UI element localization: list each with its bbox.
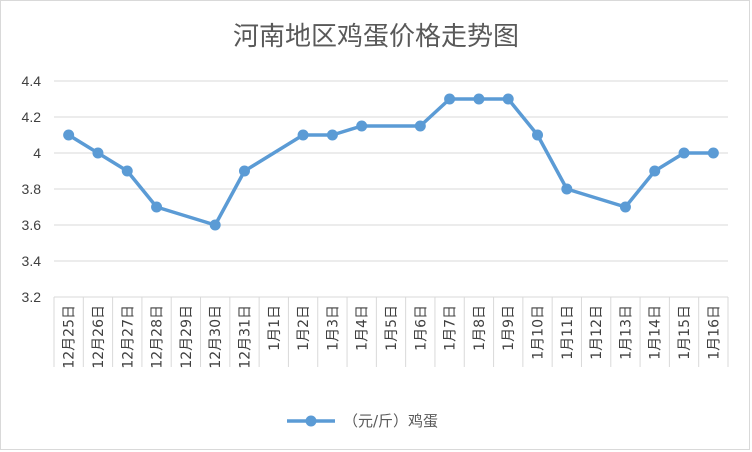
x-tick-label: 1月7日 [443, 305, 459, 351]
y-tick-label: 3.6 [22, 217, 42, 233]
x-tick-label: 12月27日 [120, 305, 136, 369]
legend-label: （元/斤）鸡蛋 [343, 412, 438, 430]
data-point [678, 147, 690, 159]
data-point [649, 165, 661, 177]
y-tick-label: 3.8 [22, 181, 42, 197]
x-axis-ticks: 12月25日 12月26日 12月27日 12月28日 12月29日 12月30日 12月3… [62, 305, 723, 369]
data-point [356, 120, 368, 132]
legend: （元/斤）鸡蛋 [287, 412, 438, 430]
data-point [297, 129, 309, 141]
x-tick-label: 12月25日 [62, 305, 78, 369]
x-tick-label: 12月29日 [179, 305, 195, 369]
x-tick-label: 1月10日 [531, 305, 547, 360]
data-point [619, 201, 631, 213]
x-tick-label: 1月11日 [560, 305, 576, 360]
data-point [63, 129, 75, 141]
x-tick-label: 12月28日 [150, 305, 166, 369]
x-tick-label: 1月2日 [296, 305, 312, 351]
data-point [502, 93, 514, 105]
x-tick-label: 12月26日 [91, 305, 107, 369]
x-tick-label: 1月4日 [355, 305, 371, 351]
data-point [92, 147, 104, 159]
y-tick-label: 3.2 [22, 289, 42, 305]
data-point [414, 120, 426, 132]
x-tick-label: 1月9日 [501, 305, 517, 351]
x-tick-label: 1月12日 [589, 305, 605, 360]
y-tick-label: 4.4 [22, 73, 42, 89]
x-tick-label: 1月6日 [413, 305, 429, 351]
x-tick-label: 12月31日 [237, 305, 253, 369]
data-point [209, 219, 221, 231]
y-axis-ticks: 3.2 3.4 3.6 3.8 4 4.2 4.4 [22, 73, 42, 305]
y-tick-label: 4 [33, 145, 41, 161]
data-point [326, 129, 338, 141]
x-tick-label: 1月14日 [648, 305, 664, 360]
x-tick-label: 1月3日 [325, 305, 341, 351]
data-point [151, 201, 163, 213]
data-point [707, 147, 719, 159]
x-tick-label: 1月5日 [384, 305, 400, 351]
x-tick-label: 1月16日 [706, 305, 722, 360]
series-line [66, 97, 716, 227]
x-tick-label: 1月8日 [472, 305, 488, 351]
y-tick-label: 3.4 [22, 253, 42, 269]
x-tick-label: 1月13日 [618, 305, 634, 360]
data-point [561, 183, 573, 195]
gridlines [53, 80, 729, 367]
data-point [473, 93, 485, 105]
data-point [121, 165, 133, 177]
series-layer [63, 93, 719, 231]
x-tick-label: 1月1日 [267, 305, 283, 351]
data-point [238, 165, 250, 177]
x-tick-label: 1月15日 [677, 305, 693, 360]
data-point [444, 93, 456, 105]
y-tick-label: 4.2 [22, 109, 42, 125]
legend-marker-swatch [305, 415, 317, 427]
chart-title: 河南地区鸡蛋价格走势图 [233, 22, 519, 52]
x-tick-label: 12月30日 [208, 305, 224, 369]
data-point [532, 129, 544, 141]
